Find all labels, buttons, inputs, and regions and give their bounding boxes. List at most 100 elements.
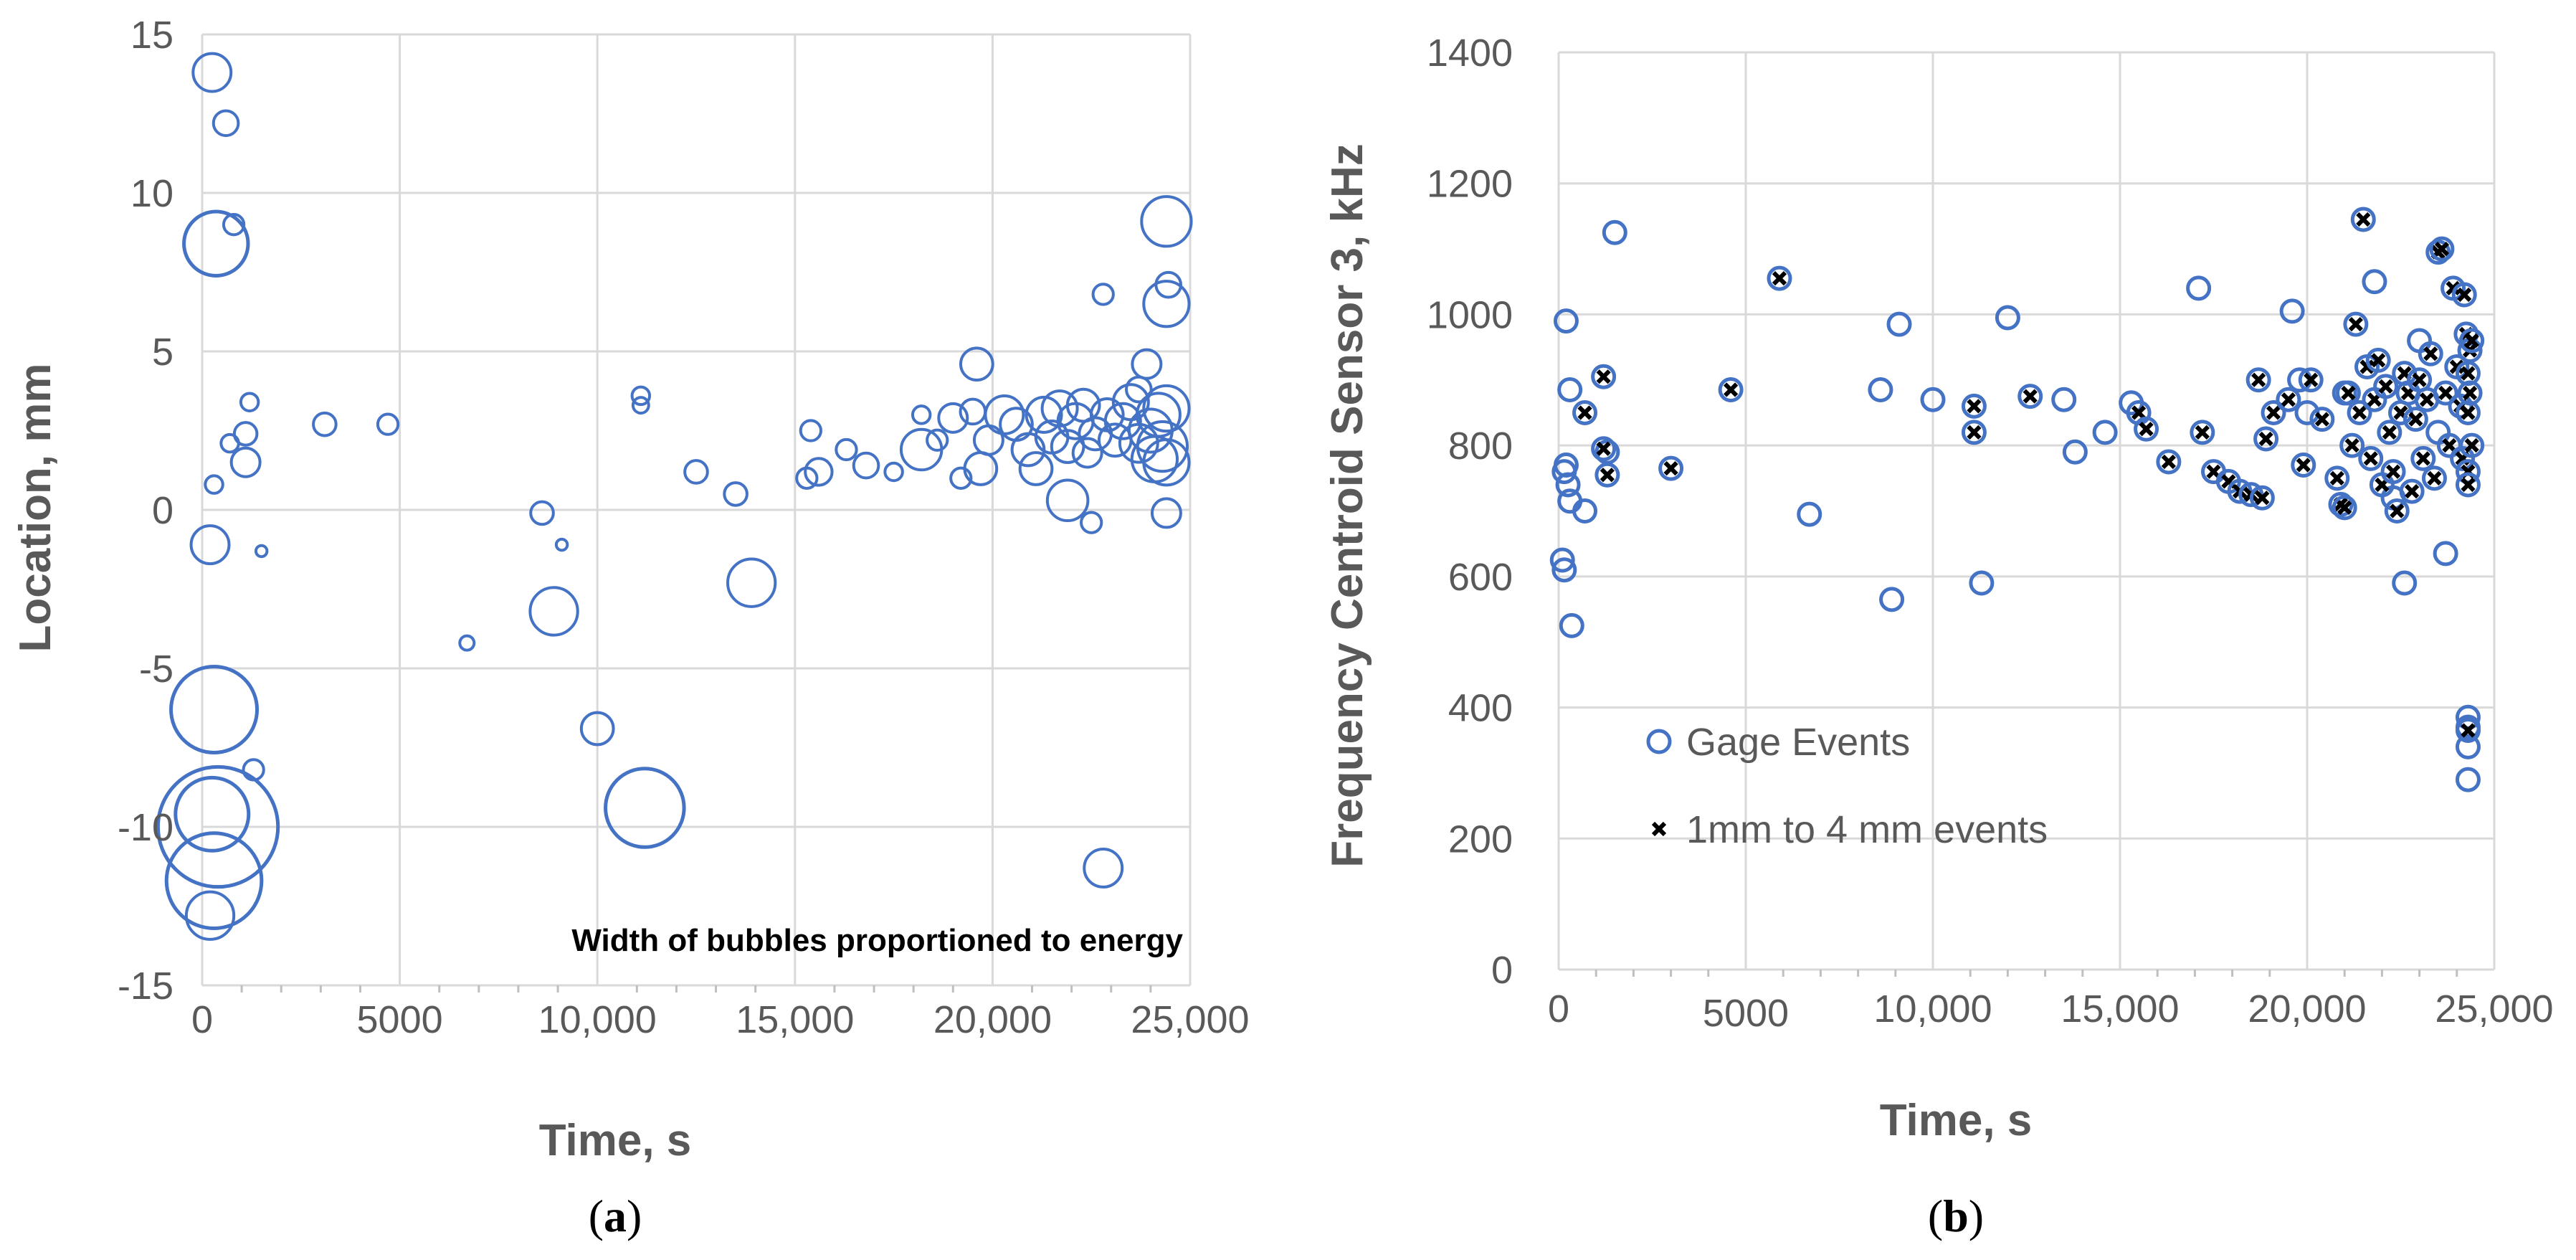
bubble-point	[1142, 384, 1191, 433]
gage-event-point	[1868, 376, 1893, 402]
b-y-tick-label: 600	[1448, 556, 1513, 599]
event-1mm-4mm-point	[2457, 380, 2483, 406]
event-1mm-4mm-point	[2373, 374, 2399, 399]
bubble-point	[926, 428, 949, 452]
gage-event-point	[1886, 311, 1912, 337]
bubble-point	[604, 767, 686, 849]
bubble-point	[169, 664, 260, 754]
gage-event-point	[1549, 547, 1575, 573]
bubble-point	[222, 213, 246, 237]
bubble-point	[1080, 511, 1103, 534]
gage-event-point	[1995, 305, 2020, 331]
chart-a-annotation: Width of bubbles proportioned to energy	[571, 923, 1183, 958]
event-1mm-4mm-point	[2358, 445, 2384, 471]
bubble-point	[458, 634, 476, 652]
bubble-point	[239, 392, 260, 412]
bubble-point	[1025, 395, 1063, 434]
event-1mm-4mm-point	[2377, 420, 2402, 445]
a-x-tick-label: 0	[191, 998, 213, 1041]
chart-b-y-axis-title: Frequency Centroid Sensor 3, kHz	[1323, 143, 1372, 867]
bubble-point	[1131, 348, 1163, 380]
a-y-tick-label: -10	[118, 806, 174, 849]
event-1mm-4mm-point	[2350, 207, 2376, 232]
chart-b: 0 5000 10,000 15,000 20,000 25,000 0 200 400 600…	[1323, 32, 2554, 1241]
bubble-point	[229, 446, 262, 478]
bubble-point	[1097, 422, 1133, 458]
bubble-point	[883, 461, 904, 483]
bubble-point	[219, 432, 240, 454]
event-1mm-4mm-point	[2380, 459, 2406, 485]
event-1mm-4mm-point	[2407, 367, 2433, 393]
bubble-point	[164, 831, 264, 930]
bubble-point	[156, 764, 280, 889]
event-1mm-4mm-point	[2276, 387, 2301, 412]
b-y-tick-label: 1000	[1427, 293, 1513, 336]
event-1mm-4mm-point	[2309, 407, 2335, 432]
b-x-tick-label: 20,000	[2248, 987, 2366, 1031]
gage-event-point	[2433, 541, 2458, 567]
event-1mm-4mm-point	[2332, 495, 2357, 521]
gage-event-point	[2092, 420, 2118, 445]
gage-event-point	[2062, 439, 2088, 465]
bubble-point	[554, 537, 569, 552]
bubble-point	[1154, 270, 1183, 299]
gage-event-point	[2362, 269, 2387, 295]
gage-event-point	[1969, 570, 1995, 596]
b-x-tick-label: 5000	[1703, 992, 1789, 1035]
gage-event-point	[1559, 612, 1584, 638]
a-y-tick-label: 5	[152, 331, 174, 374]
event-1mm-4mm-point	[2190, 420, 2215, 445]
chart-a-x-tick-labels: 0 5000 10,000 15,000 20,000 25,000	[191, 998, 1250, 1041]
event-1mm-4mm-point	[2347, 399, 2372, 425]
event-1mm-4mm-point	[2429, 236, 2455, 262]
bubble-point	[630, 385, 652, 407]
gage-event-point	[2051, 387, 2077, 412]
event-1mm-4mm-point	[2440, 275, 2466, 301]
bubble-point	[1111, 383, 1150, 422]
event-1mm-4mm-point	[1961, 393, 1987, 419]
event-1mm-4mm-point	[2455, 472, 2481, 498]
a-y-tick-label: 10	[130, 172, 174, 215]
b-y-tick-label: 400	[1448, 687, 1513, 730]
bubble-point	[212, 109, 240, 138]
b-x-tick-label: 0	[1548, 987, 1569, 1031]
gage-event-point	[1557, 376, 1583, 402]
event-1mm-4mm-point	[1767, 265, 1792, 291]
bubble-point	[528, 586, 579, 637]
event-1mm-4mm-point	[2261, 399, 2286, 425]
event-1mm-4mm-point	[2245, 367, 2271, 393]
bubble-point	[242, 758, 265, 782]
bubble-point	[191, 52, 233, 93]
bubble-point	[1150, 497, 1182, 529]
gage-event-point	[1602, 219, 1627, 245]
gage-event-point	[2455, 767, 2481, 792]
event-1mm-4mm-point	[1718, 376, 1744, 402]
bubble-point	[184, 890, 236, 941]
event-1mm-4mm-point	[1591, 364, 1617, 389]
event-1mm-4mm-point	[2249, 485, 2275, 511]
bubble-point	[631, 396, 650, 415]
event-1mm-4mm-point	[1658, 455, 1684, 481]
b-y-tick-label: 1400	[1427, 32, 1513, 75]
event-1mm-4mm-point	[2335, 380, 2361, 406]
chart-b-legend: Gage Events 1mm to 4 mm events	[1646, 721, 2048, 851]
event-1mm-4mm-point	[2156, 449, 2182, 475]
chart-a-y-tick-labels: 15 10 5 0 -5 -10 -15	[118, 14, 174, 1008]
chart-b-y-tick-labels: 0 200 400 600 800 1000 1200 1400	[1427, 32, 1513, 992]
bubble-point	[376, 412, 400, 436]
gage-event-point	[2392, 570, 2418, 596]
bubble-point	[911, 404, 932, 425]
bubble-point	[852, 451, 880, 480]
event-1mm-4mm-point	[2455, 718, 2481, 744]
a-y-tick-label: -5	[139, 648, 174, 691]
event-1mm-4mm-point	[2291, 453, 2316, 478]
legend-gage-label: Gage Events	[1686, 721, 1910, 764]
bubble-point	[959, 397, 987, 426]
chart-a-bubbles	[156, 52, 1193, 941]
gage-event-point	[1551, 557, 1577, 583]
event-1mm-4mm-point	[1594, 462, 1620, 488]
a-x-tick-label: 25,000	[1131, 998, 1249, 1041]
panel-b-label: (b)	[1928, 1190, 1984, 1241]
bubble-point	[804, 457, 834, 487]
